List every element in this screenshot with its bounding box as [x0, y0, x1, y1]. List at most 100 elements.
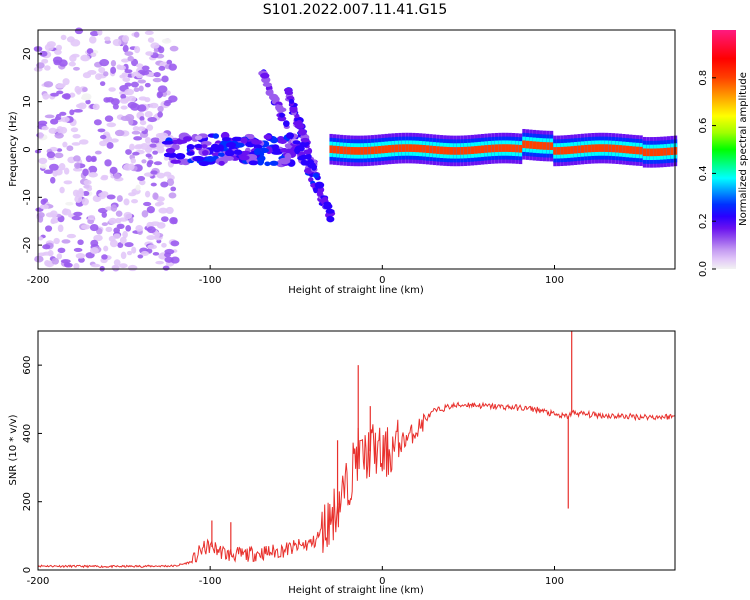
- colorbar-tick-label: 0.8: [698, 70, 709, 86]
- heatmap-cell: [37, 215, 44, 223]
- heatmap-cell: [36, 62, 45, 69]
- heatmap-cell: [98, 66, 106, 74]
- heatmap-cell: [225, 142, 237, 149]
- heatmap-cell: [183, 136, 193, 142]
- heatmap-cell: [45, 260, 55, 268]
- snr-y-ticks: 0 200 400 600: [22, 356, 42, 573]
- heatmap-cell: [169, 45, 179, 52]
- heatmap-cell: [398, 144, 402, 153]
- heatmap-cell: [170, 159, 181, 164]
- heatmap-cell: [57, 224, 64, 233]
- y-tick-label: 0: [22, 146, 33, 152]
- heatmap-cell: [119, 98, 129, 104]
- heatmap-cell: [120, 94, 127, 100]
- heatmap-cell: [131, 130, 141, 135]
- heatmap-x-axis-label: Height of straight line (km): [288, 285, 424, 296]
- heatmap-cell: [474, 146, 478, 154]
- heatmap-cell: [39, 163, 47, 169]
- heatmap-cell: [48, 163, 59, 171]
- heatmap-cell: [101, 222, 108, 227]
- heatmap-cell: [81, 198, 89, 206]
- heatmap-cell: [425, 145, 430, 153]
- heatmap-cell: [175, 152, 186, 160]
- heatmap-cell: [108, 87, 116, 92]
- heatmap-cell: [73, 247, 83, 253]
- heatmap-cell: [263, 134, 272, 140]
- heatmap-cell: [146, 226, 156, 234]
- heatmap-cell: [157, 85, 168, 93]
- heatmap-cell: [449, 147, 454, 155]
- heatmap-cell: [133, 31, 140, 38]
- snr-x-ticks: -200 -100 0 100: [27, 566, 564, 587]
- heatmap-cell: [48, 127, 58, 134]
- heatmap-cell: [367, 146, 371, 155]
- heatmap-cell: [165, 147, 176, 154]
- colorbar-tick-label: 0.2: [698, 213, 709, 229]
- heatmap-cell: [56, 126, 64, 134]
- heatmap-cell: [155, 196, 165, 202]
- heatmap-cell: [253, 147, 262, 156]
- heatmap-cell: [405, 144, 409, 152]
- heatmap-cell: [135, 225, 144, 232]
- heatmap-cell: [156, 146, 165, 154]
- heatmap-cell: [511, 144, 516, 153]
- heatmap-cell: [56, 148, 63, 152]
- heatmap-cell: [54, 152, 64, 159]
- heatmap-cell: [296, 120, 302, 125]
- heatmap-cell: [66, 145, 74, 152]
- heatmap-cell: [494, 144, 499, 153]
- heatmap-cell: [443, 146, 447, 155]
- heatmap-cell: [553, 147, 557, 155]
- heatmap-cell: [54, 49, 62, 55]
- x-tick-label: -200: [27, 275, 50, 286]
- heatmap-cell: [160, 216, 169, 222]
- heatmap-cell: [50, 176, 56, 184]
- heatmap-cell: [194, 144, 204, 149]
- heatmap-cell: [58, 59, 68, 67]
- heatmap-cell: [563, 146, 568, 155]
- heatmap-cell: [144, 110, 153, 118]
- heatmap-cell: [38, 157, 48, 165]
- heatmap-cell: [153, 48, 160, 53]
- heatmap-cell: [498, 144, 502, 152]
- heatmap-cell: [370, 146, 375, 155]
- heatmap-cell: [374, 146, 378, 154]
- heatmap-cell: [106, 122, 117, 128]
- heatmap-cell: [38, 236, 44, 241]
- heatmap-cell: [299, 141, 309, 148]
- heatmap-cell: [549, 142, 554, 150]
- heatmap-cell: [453, 147, 457, 155]
- heatmap-cell: [119, 236, 127, 244]
- heatmap-cell: [198, 161, 210, 167]
- heatmap-cell: [66, 233, 77, 239]
- heatmap-cell: [103, 245, 109, 252]
- heatmap-cell: [106, 194, 116, 200]
- heatmap-cell: [153, 161, 163, 166]
- heatmap-cell: [186, 151, 195, 156]
- heatmap-cell: [518, 144, 523, 153]
- heatmap-y-ticks: -20 -10 0 10 20: [22, 48, 42, 253]
- heatmap-cell: [46, 41, 56, 48]
- heatmap-cell: [143, 201, 152, 207]
- heatmap-cell: [39, 204, 49, 210]
- heatmap-cell: [63, 261, 71, 268]
- heatmap-cell: [170, 186, 177, 192]
- heatmap-cell: [73, 155, 81, 162]
- heatmap-cell: [131, 199, 139, 204]
- heatmap-cell: [138, 85, 144, 92]
- heatmap-cell: [72, 167, 83, 172]
- heatmap-cell: [131, 246, 137, 254]
- heatmap-cell: [150, 42, 160, 49]
- heatmap-cell: [68, 61, 76, 67]
- heatmap-cell: [123, 211, 133, 220]
- heatmap-cell: [46, 151, 56, 159]
- heatmap-cell: [74, 195, 83, 203]
- heatmap-cell: [289, 106, 298, 113]
- heatmap-cell: [384, 145, 388, 154]
- heatmap-cell: [480, 145, 485, 154]
- heatmap-cell: [90, 263, 101, 268]
- heatmap-cell: [133, 87, 140, 93]
- heatmap-cell: [112, 38, 122, 47]
- heatmap-cell: [271, 144, 280, 150]
